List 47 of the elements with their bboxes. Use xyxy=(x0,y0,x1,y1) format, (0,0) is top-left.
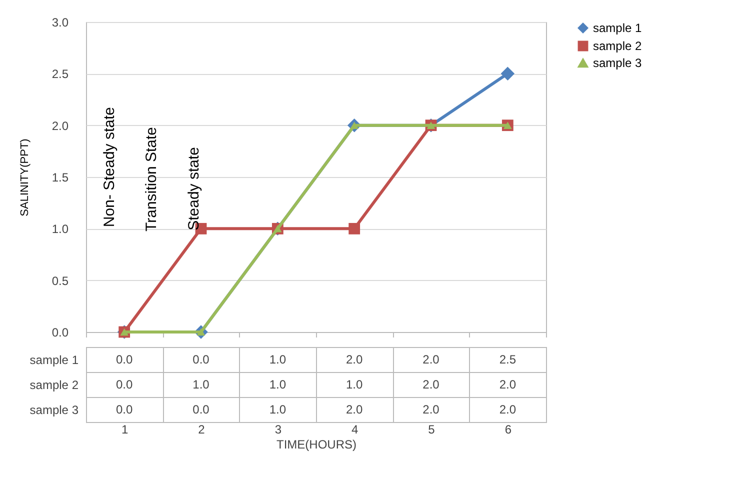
x-tick-label: 1 xyxy=(121,422,128,436)
data-label: 0.0 xyxy=(116,378,133,392)
y-tick-label: 2.5 xyxy=(52,67,69,82)
data-label: 0.0 xyxy=(116,352,133,366)
y-tick-label: 1.0 xyxy=(52,222,69,236)
data-label: 1.0 xyxy=(269,378,286,392)
point xyxy=(348,222,360,234)
y-axis-title: SALINITY(PPT) xyxy=(18,138,31,216)
legend-label: sample 3 xyxy=(593,56,642,70)
x-tick-label: 6 xyxy=(504,422,512,436)
y-tick-label: 1.5 xyxy=(52,170,69,184)
text: sample 1 xyxy=(30,353,78,367)
point xyxy=(426,122,436,129)
data-label: 1.0 xyxy=(192,378,210,392)
data-label: 1.0 xyxy=(269,402,286,416)
x-tick-label: 3 xyxy=(274,422,282,436)
legend-label: sample 1 xyxy=(593,21,642,35)
legend-label: sample 2 xyxy=(593,39,642,53)
y-tick-label: 0.5 xyxy=(52,274,69,288)
annotation: Non- Steady state xyxy=(101,107,118,228)
data-label: 2.0 xyxy=(346,352,363,366)
data-label: 0.0 xyxy=(116,402,133,416)
data-label: 2.0 xyxy=(346,402,363,416)
data-label: 2.0 xyxy=(422,378,440,392)
data-label: 1.0 xyxy=(269,352,286,366)
x-tick-label: 4 xyxy=(351,422,358,436)
text: sample 3 xyxy=(30,403,78,417)
data-label: 0.0 xyxy=(192,352,210,366)
point xyxy=(273,225,282,232)
data-label: 2.0 xyxy=(499,378,516,392)
text: sample 2 xyxy=(30,378,78,392)
y-tick-label: 0.0 xyxy=(52,326,69,340)
x-tick-label: 5 xyxy=(428,422,436,436)
data-label: 1.0 xyxy=(346,378,363,392)
y-tick-label: 3.0 xyxy=(52,16,69,30)
x-axis-title: TIME(HOURS) xyxy=(276,438,356,452)
data-label: 2.5 xyxy=(499,352,516,366)
data-label: 2.0 xyxy=(422,402,440,416)
data-label: 0.0 xyxy=(192,402,210,416)
point xyxy=(500,66,515,81)
annotation: Steady state xyxy=(185,147,202,230)
x-tick-label: 2 xyxy=(198,422,206,436)
y-tick-label: 2.0 xyxy=(52,118,69,133)
point xyxy=(503,122,512,129)
data-label: 2.0 xyxy=(422,352,440,366)
data-label: 2.0 xyxy=(499,402,516,416)
annotation: Transition State xyxy=(143,127,160,232)
